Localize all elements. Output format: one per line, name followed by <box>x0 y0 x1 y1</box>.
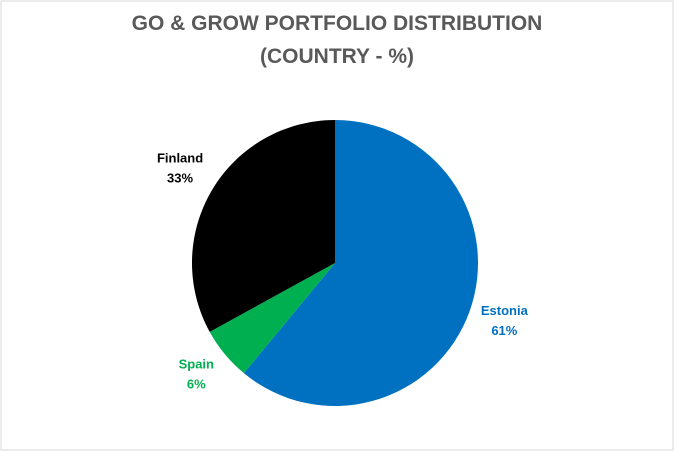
pie-slice <box>191 119 335 332</box>
slice-label: Finland <box>157 150 203 165</box>
pie-slice <box>209 263 335 374</box>
chart-title: (COUNTRY - %) <box>260 45 414 68</box>
slice-label: Estonia <box>481 303 529 318</box>
value-label: 6% <box>187 377 206 392</box>
slice-label: Spain <box>179 357 214 372</box>
pie-slice <box>243 120 478 406</box>
chart-title: GO & GROW PORTFOLIO DISTRIBUTION <box>132 12 543 35</box>
value-label: 33% <box>167 170 193 185</box>
value-label: 61% <box>491 323 517 338</box>
